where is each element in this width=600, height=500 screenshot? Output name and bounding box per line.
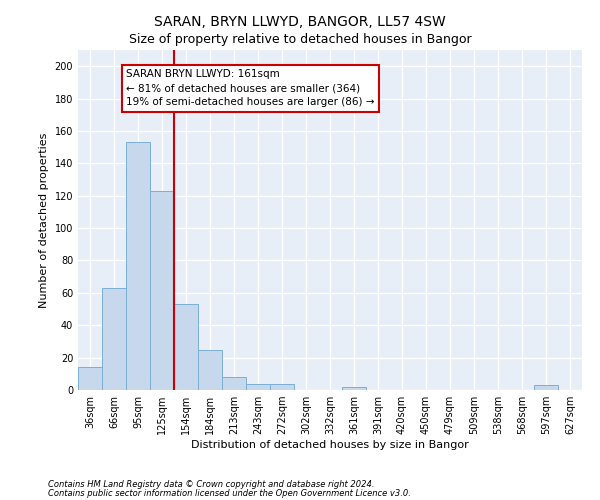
Text: Contains public sector information licensed under the Open Government Licence v3: Contains public sector information licen… (48, 488, 411, 498)
Bar (222, 377, 246, 390)
Bar (534, 385, 558, 390)
Bar (270, 384, 294, 390)
Bar (102, 288, 126, 390)
Bar (342, 387, 366, 390)
Text: SARAN, BRYN LLWYD, BANGOR, LL57 4SW: SARAN, BRYN LLWYD, BANGOR, LL57 4SW (154, 15, 446, 29)
Text: Size of property relative to detached houses in Bangor: Size of property relative to detached ho… (128, 32, 472, 46)
Bar (198, 350, 222, 390)
Bar (246, 384, 270, 390)
Bar (174, 304, 198, 390)
Bar (126, 142, 150, 390)
Y-axis label: Number of detached properties: Number of detached properties (39, 132, 49, 308)
Bar (150, 191, 174, 390)
X-axis label: Distribution of detached houses by size in Bangor: Distribution of detached houses by size … (191, 440, 469, 450)
Text: SARAN BRYN LLWYD: 161sqm
← 81% of detached houses are smaller (364)
19% of semi-: SARAN BRYN LLWYD: 161sqm ← 81% of detach… (126, 70, 374, 108)
Text: Contains HM Land Registry data © Crown copyright and database right 2024.: Contains HM Land Registry data © Crown c… (48, 480, 374, 489)
Bar (78, 368, 102, 390)
